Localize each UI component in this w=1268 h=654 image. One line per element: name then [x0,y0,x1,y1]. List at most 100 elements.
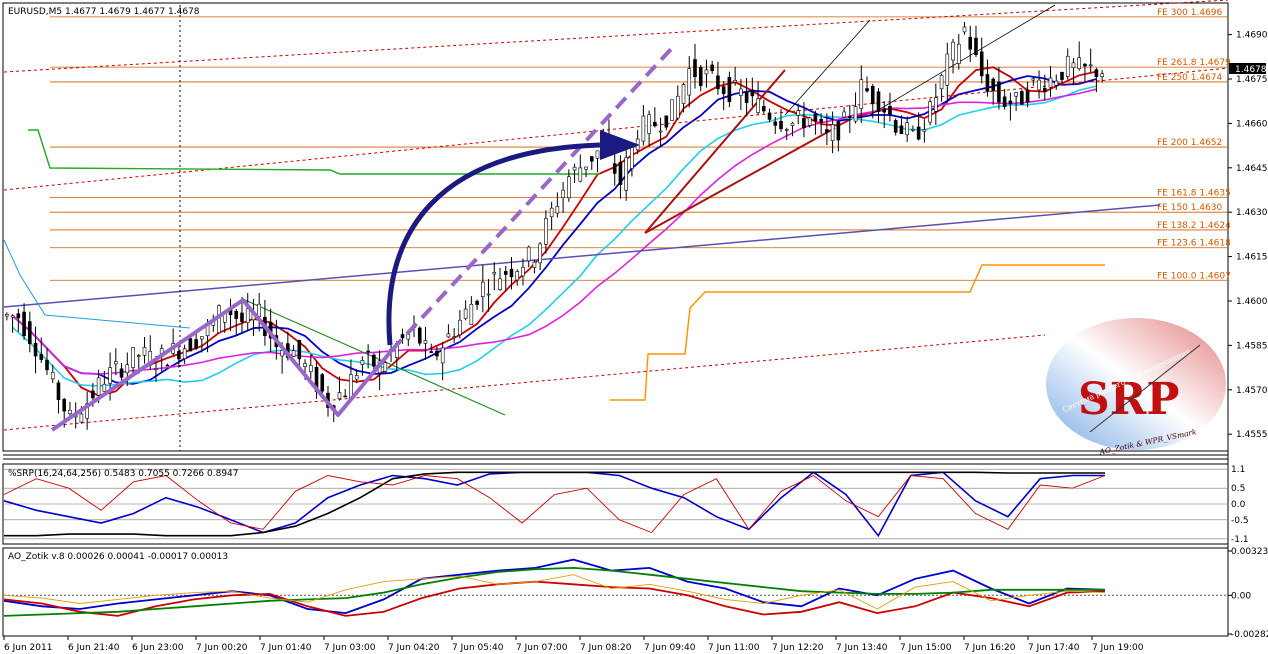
candle-body [985,74,990,92]
candle-body [618,161,623,185]
candle-body [28,321,32,344]
ao-series-line [3,580,1106,617]
candle-body [624,157,628,191]
time-tick-label: 7 Jun 04:20 [388,643,440,653]
candle-body [96,377,101,396]
candle-body [962,26,967,33]
srp-series-line [3,474,1106,534]
ma-magenta-line [12,88,1097,375]
time-tick-label: 7 Jun 15:00 [900,643,952,653]
candle-body [1054,80,1059,86]
candle-body [830,124,835,141]
candle-body [188,338,193,352]
candle-body [756,98,760,113]
candle-body [383,362,388,372]
candle-body [784,129,789,131]
price-tick-label: 1.4600 [1236,297,1268,307]
price-tick-label: 1.4615 [1236,253,1268,263]
candle-body [1002,96,1007,107]
projection-dashed-line [390,46,674,352]
ao-series-line [3,558,1106,615]
candle-body [544,218,548,245]
candle-body [698,66,703,86]
candle-body [200,336,204,340]
candle-body [790,122,795,126]
price-tick-label: 1.4630 [1236,208,1268,218]
candle-body [177,351,181,360]
time-tick-label: 7 Jun 11:00 [708,643,760,653]
candle-body [1088,64,1093,67]
channel-line-lower [3,334,1046,431]
trendline-purple [3,204,1161,308]
fe-level-label: FE 250 1.4674 [1157,73,1223,83]
candle-body [934,97,938,112]
candle-body [584,166,588,170]
candle-body [739,88,743,96]
candle-body [974,37,978,55]
candle-body [853,106,858,122]
time-tick-label: 7 Jun 05:40 [452,643,504,653]
srp-level-label: 0.5 [1231,484,1245,494]
fe-level-label: FE 200 1.4652 [1157,138,1222,148]
candle-body [716,75,720,90]
candle-body [360,360,365,365]
fe-level-label: FE 300 1.4696 [1157,8,1223,18]
candle-body [39,354,44,360]
candle-body [458,319,462,336]
time-tick-label: 7 Jun 19:00 [1092,643,1144,653]
candle-body [131,347,135,368]
candle-body [865,88,869,92]
candle-body [773,121,778,126]
ao-series-line [3,574,1106,610]
candle-body [509,268,514,278]
candle-body [658,130,663,133]
candle-body [807,117,812,126]
candle-body [939,75,944,90]
candle-body [5,314,9,317]
candle-body [538,243,542,264]
candle-body [10,315,15,318]
time-tick-label: 7 Jun 17:40 [1028,643,1080,653]
candle-body [521,266,525,277]
ao-title: AO_Zotik v.8 0.00026 0.00041 -0.00017 0.… [8,552,228,562]
thin-trend-line [784,19,871,116]
candle-body [108,367,112,384]
time-tick-label: 7 Jun 09:40 [644,643,696,653]
candle-body [1025,89,1030,103]
candle-body [154,368,158,370]
candle-body [997,81,1001,103]
time-tick-label: 7 Jun 13:40 [836,643,888,653]
candle-body [33,342,38,357]
candle-body [664,115,669,128]
candle-body [102,383,107,392]
candle-body [182,348,187,359]
current-price-box [1229,63,1266,74]
candle-body [1008,100,1013,105]
candle-body [647,114,651,134]
candle-body [888,106,892,116]
candle-body [526,246,531,262]
channel-line-upper [3,0,1229,73]
fe-level-label: FE 138.2 1.4624 [1157,221,1231,231]
candle-body [819,119,823,123]
srp-watermark-logo: SRP Система раннего прогнозирования AO_Z… [1046,318,1226,457]
time-tick-label: 7 Jun 03:00 [324,643,376,653]
candle-body [911,129,915,131]
candle-body [899,125,904,135]
main-chart-title: EURUSD,M5 1.4677 1.4679 1.4677 1.4678 [8,7,200,17]
candle-body [612,163,617,174]
candle-body [979,51,984,77]
candle-body [825,129,829,133]
price-tick-label: 1.4690 [1236,31,1268,41]
srp-watermark-text: SRP [1078,374,1179,425]
candle-body [119,368,124,378]
ma-cyan-line [12,85,1097,387]
candle-body [968,36,973,50]
candle-body [337,392,342,400]
fe-level-label: FE 123.6 1.4618 [1157,239,1231,249]
fe-level-label: FE 261.8 1.4679 [1157,58,1231,68]
candle-body [475,300,479,305]
candle-body [194,339,198,349]
fe-level-label: FE 161.8 1.4635 [1157,188,1231,198]
